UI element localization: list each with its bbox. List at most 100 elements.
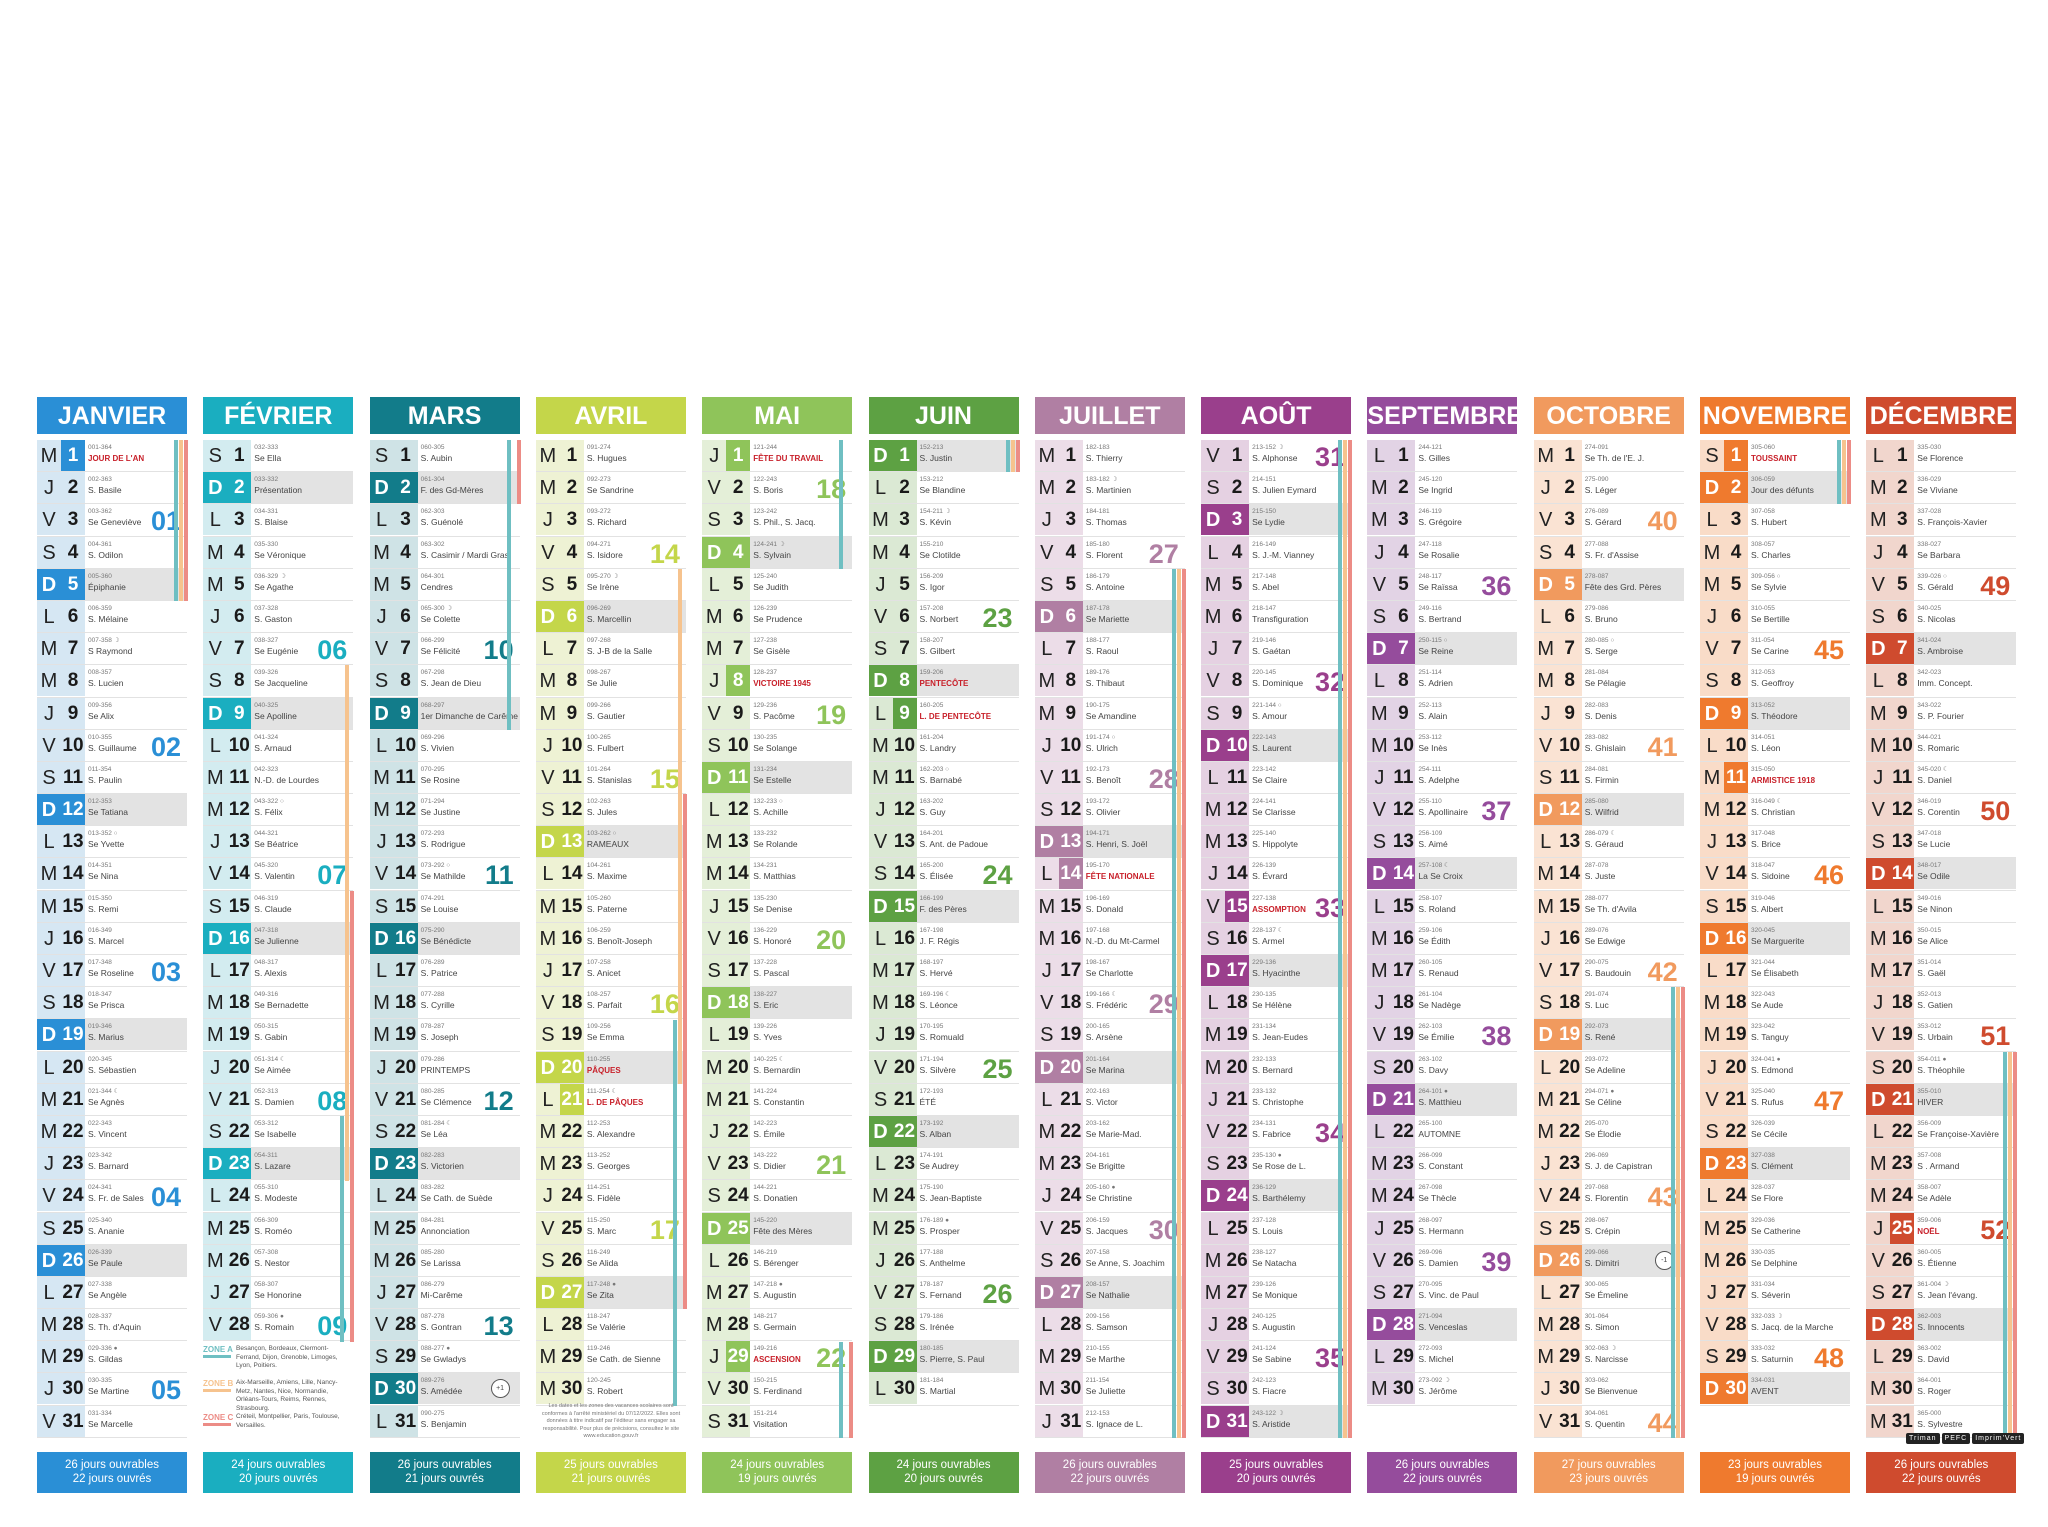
day-row[interactable]: J 24 114-251 S. Fidèle (535, 1180, 686, 1213)
day-row[interactable]: J 22 142-223 S. Émile (702, 1115, 853, 1149)
day-row[interactable]: M 25 084-281 Annonciation (369, 1212, 520, 1245)
day-row[interactable]: S 4 004-361 S. Odilon (37, 536, 187, 569)
day-row[interactable]: M 24 175-190 S. Jean-Baptiste (868, 1180, 1019, 1213)
day-row[interactable]: M 9 343-022 S. P. Fourier (1866, 697, 2017, 730)
day-row[interactable]: M 23 266-099 S. Constant (1367, 1148, 1518, 1181)
day-row[interactable]: S 14 165-200 S. Élisée 24 (868, 858, 1019, 891)
day-row[interactable]: J 13 072-293 S. Rodrigue (369, 826, 520, 859)
day-row[interactable]: D 6 096-269 S. Marcellin (535, 600, 686, 634)
day-row[interactable]: S 5 186-179 S. Antoine (1034, 568, 1185, 601)
day-row[interactable]: D 15 166-199 F. des Pères (868, 890, 1019, 923)
day-row[interactable]: V 20 171-194 S. Silvère 25 (868, 1051, 1019, 1084)
day-row[interactable]: J 30 030-335 Se Martine 05 (37, 1373, 187, 1406)
day-row[interactable]: L 24 328-037 Se Flore (1700, 1180, 1850, 1213)
day-row[interactable]: V 4 094-271 S. Isidore 14 (535, 536, 686, 569)
day-row[interactable]: M 14 014-351 Se Nina (37, 858, 187, 891)
day-row[interactable]: L 8 251-114 S. Adrien (1367, 665, 1518, 698)
day-row[interactable]: M 14 134-231 S. Matthias (702, 858, 853, 891)
day-row[interactable]: M 21 294-071 ● Se Céline (1533, 1083, 1684, 1116)
day-row[interactable]: M 11 162-203 ○ S. Barnabé (868, 761, 1019, 795)
day-row[interactable]: S 26 116-249 Se Alida (535, 1244, 686, 1277)
day-row[interactable]: D 2 033-332 Présentation (203, 472, 354, 505)
day-row[interactable]: S 6 249-116 S. Bertrand (1367, 600, 1518, 634)
day-row[interactable]: S 21 172-193 ÉTÉ (868, 1083, 1019, 1116)
day-row[interactable]: D 3 215-150 Se Lydie (1201, 504, 1352, 537)
day-row[interactable]: S 11 011-354 S. Paulin (37, 761, 187, 795)
day-row[interactable]: V 18 108-257 S. Parfait 16 (535, 987, 686, 1020)
day-row[interactable]: D 12 012-353 Se Tatiana (37, 794, 187, 827)
day-row[interactable]: V 13 164-201 S. Ant. de Padoue (868, 826, 1019, 859)
day-row[interactable]: J 4 338-027 Se Barbara (1866, 536, 2017, 569)
day-row[interactable]: L 23 174-191 Se Audrey (868, 1148, 1019, 1181)
day-row[interactable]: V 3 003-362 Se Geneviève 01 (37, 504, 187, 537)
day-row[interactable]: M 7 280-085 ○ S. Serge (1533, 633, 1684, 666)
day-row[interactable]: M 10 161-204 S. Landry (868, 729, 1019, 762)
day-row[interactable]: L 19 139-226 S. Yves (702, 1019, 853, 1052)
day-row[interactable]: V 21 080-285 Se Clémence 12 (369, 1083, 520, 1116)
day-row[interactable]: J 23 296-069 S. J. de Capistran (1533, 1148, 1684, 1181)
day-row[interactable]: J 21 233-132 S. Christophe (1201, 1083, 1352, 1116)
day-row[interactable]: V 28 332-033 ☽ S. Jacq. de la Marche (1700, 1309, 1850, 1342)
day-row[interactable]: M 7 127-238 Se Gisèle (702, 633, 853, 666)
day-row[interactable]: V 17 290-075 S. Baudouin 42 (1533, 955, 1684, 988)
day-row[interactable]: V 21 052-313 S. Damien 08 (203, 1083, 354, 1116)
day-row[interactable]: V 24 024-341 S. Fr. de Sales 04 (37, 1180, 187, 1213)
day-row[interactable]: D 9 040-325 Se Apolline (203, 697, 354, 730)
day-row[interactable]: L 18 230-135 Se Hélène (1201, 987, 1352, 1020)
day-row[interactable]: J 7 219-146 S. Gaétan (1201, 633, 1352, 666)
day-row[interactable]: V 10 283-082 S. Ghislain 41 (1533, 729, 1684, 762)
day-row[interactable]: D 7 341-024 S. Ambroise (1866, 633, 2017, 666)
day-row[interactable]: S 3 123-242 S. Phil., S. Jacq. (702, 504, 853, 537)
day-row[interactable]: S 8 067-298 S. Jean de Dieu (369, 665, 520, 698)
day-row[interactable]: V 29 241-124 Se Sabine 35 (1201, 1341, 1352, 1374)
day-row[interactable]: S 23 235-130 ● Se Rose de L. (1201, 1148, 1352, 1181)
day-row[interactable]: M 14 287-078 S. Juste (1533, 858, 1684, 891)
day-row[interactable]: V 12 255-110 S. Apollinaire 37 (1367, 794, 1518, 827)
day-row[interactable]: S 6 340-025 S. Nicolas (1866, 600, 2017, 634)
day-row[interactable]: L 1 244-121 S. Gilles (1367, 440, 1518, 473)
day-row[interactable]: L 6 279-086 S. Bruno (1533, 600, 1684, 634)
day-row[interactable]: M 8 008-357 S. Lucien (37, 665, 187, 698)
day-row[interactable]: D 28 362-003 S. Innocents (1866, 1309, 2017, 1342)
day-row[interactable]: J 20 324-041 ● S. Edmond (1700, 1051, 1850, 1084)
day-row[interactable]: M 11 042-323 N.-D. de Lourdes (203, 761, 354, 795)
day-row[interactable]: J 31 212-153 S. Ignace de L. (1034, 1405, 1185, 1438)
day-row[interactable]: M 10 253-112 Se Inès (1367, 729, 1518, 762)
day-row[interactable]: L 20 020-345 S. Sébastien (37, 1051, 187, 1084)
day-row[interactable]: M 12 224-141 Se Clarisse (1201, 794, 1352, 827)
day-row[interactable]: S 15 074-291 Se Louise (369, 890, 520, 923)
day-row[interactable]: V 23 143-222 S. Didier 21 (702, 1148, 853, 1181)
day-row[interactable]: S 4 277-088 S. Fr. d'Assise (1533, 536, 1684, 569)
day-row[interactable]: J 24 205-160 ● Se Christine (1034, 1180, 1185, 1213)
day-row[interactable]: V 7 066-299 Se Félicité 10 (369, 633, 520, 666)
day-row[interactable]: V 21 325-040 S. Rufus 47 (1700, 1083, 1850, 1116)
day-row[interactable]: D 27 208-157 Se Nathalie (1034, 1276, 1185, 1310)
day-row[interactable]: M 22 203-162 Se Marie-Mad. (1034, 1115, 1185, 1149)
day-row[interactable]: D 29 180-185 S. Pierre, S. Paul (868, 1341, 1019, 1374)
day-row[interactable]: S 16 228-137 ☾ S. Armel (1201, 922, 1352, 955)
day-row[interactable]: D 16 047-318 Se Julienne (203, 922, 354, 955)
day-row[interactable]: D 23 082-283 S. Victorien (369, 1148, 520, 1181)
day-row[interactable]: S 10 130-235 Se Solange (702, 729, 853, 762)
day-row[interactable]: M 2 336-029 Se Viviane (1866, 472, 2017, 505)
day-row[interactable]: V 26 360-005 S. Étienne (1866, 1244, 2017, 1277)
day-row[interactable]: D 19 292-073 S. René (1533, 1019, 1684, 1052)
day-row[interactable]: D 16 075-290 Se Bénédicte (369, 922, 520, 955)
day-row[interactable]: V 14 045-320 S. Valentin 07 (203, 858, 354, 891)
day-row[interactable]: J 18 261-104 Se Nadège (1367, 987, 1518, 1020)
day-row[interactable]: L 17 048-317 S. Alexis (203, 955, 354, 988)
day-row[interactable]: J 25 359-006 NOËL 52 (1866, 1212, 2017, 1245)
day-row[interactable]: M 9 252-113 S. Alain (1367, 697, 1518, 730)
day-row[interactable]: D 27 117-248 ● Se Zita (535, 1276, 686, 1310)
day-row[interactable]: L 12 132-233 ○ S. Achille (702, 794, 853, 827)
day-row[interactable]: S 2 214-151 S. Julien Eymard (1201, 472, 1352, 505)
day-row[interactable]: M 22 295-070 Se Élodie (1533, 1115, 1684, 1149)
day-row[interactable]: M 25 329-036 Se Catherine (1700, 1212, 1850, 1245)
day-row[interactable]: V 17 017-348 Se Roseline 03 (37, 955, 187, 988)
day-row[interactable]: L 7 097-268 S. J-B de la Salle (535, 633, 686, 666)
day-row[interactable]: J 3 093-272 S. Richard (535, 504, 686, 537)
day-row[interactable]: S 5 095-270 ☽ Se Irène (535, 568, 686, 601)
day-row[interactable]: S 28 179-186 S. Irénée (868, 1309, 1019, 1342)
day-row[interactable]: M 19 078-287 S. Joseph (369, 1019, 520, 1052)
day-row[interactable]: D 7 250-115 ○ Se Reine (1367, 633, 1518, 666)
